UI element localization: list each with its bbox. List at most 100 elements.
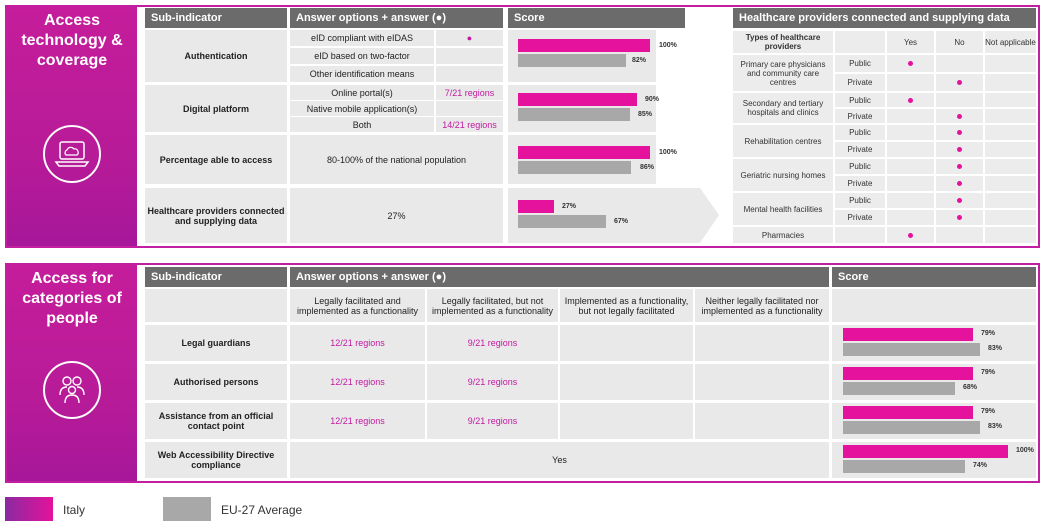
platform-option-2: Native mobile application(s) bbox=[290, 101, 434, 116]
provider-type-secondary: Secondary and tertiary hospitals and cli… bbox=[733, 93, 833, 123]
row-providers-label: Healthcare providers connected and suppl… bbox=[145, 188, 287, 243]
providers-col-no: No bbox=[936, 31, 983, 53]
provider-type-primary: Primary care physicians and community ca… bbox=[733, 55, 833, 91]
provider-answer-cell-na bbox=[985, 159, 1036, 174]
answer-dot bbox=[957, 130, 962, 135]
providers-italy-value: 27% bbox=[562, 203, 577, 210]
auth-option-2: eID based on two-factor bbox=[290, 48, 434, 64]
provider-answer-cell-na bbox=[985, 125, 1036, 140]
bottom-bar-eu bbox=[843, 460, 965, 473]
provider-type-pharmacies: Pharmacies bbox=[733, 227, 833, 243]
providers-col-blank bbox=[835, 31, 885, 53]
providers-score-arrow bbox=[508, 188, 719, 243]
provider-answer-cell-no bbox=[936, 109, 983, 123]
bottom-col-4: Neither legally facilitated nor implemen… bbox=[695, 289, 829, 322]
bottom-row-col4 bbox=[695, 403, 829, 439]
access-technology-side: Access technology & coverage bbox=[7, 7, 137, 246]
access-technology-title: Access technology & coverage bbox=[21, 12, 123, 69]
provider-answer-cell-no bbox=[936, 159, 983, 174]
access-categories-title: Access for categories of people bbox=[22, 270, 122, 327]
provider-answer-cell-yes bbox=[887, 227, 934, 243]
bottom-bar-eu bbox=[843, 421, 980, 434]
people-group-icon bbox=[43, 361, 101, 419]
auth-italy-value: 100% bbox=[659, 42, 677, 49]
provider-answer-cell-no bbox=[936, 125, 983, 140]
platform-italy-value: 90% bbox=[645, 96, 660, 103]
provider-type-geriatric: Geriatric nursing homes bbox=[733, 159, 833, 191]
bottom-header-answer: Answer options + answer (●) bbox=[290, 267, 829, 287]
bottom-italy-value: 79% bbox=[981, 369, 996, 376]
bottom-bar-italy bbox=[843, 367, 973, 380]
provider-answer-cell-yes bbox=[887, 93, 934, 107]
bottom-header-sub-indicator: Sub-indicator bbox=[145, 267, 287, 287]
providers-answer: 27% bbox=[290, 188, 503, 243]
provider-type-mental: Mental health facilities bbox=[733, 193, 833, 225]
sector-public: Public bbox=[835, 159, 885, 174]
bottom-row-label: Authorised persons bbox=[145, 364, 287, 400]
auth-option-1: eID compliant with eIDAS bbox=[290, 30, 434, 46]
sector-private: Private bbox=[835, 176, 885, 191]
percentage-eu-value: 86% bbox=[640, 164, 655, 171]
auth-bar-eu bbox=[518, 54, 626, 67]
provider-answer-cell-yes bbox=[887, 159, 934, 174]
provider-answer-cell-na bbox=[985, 55, 1036, 72]
provider-answer-cell-na bbox=[985, 210, 1036, 225]
answer-dot bbox=[957, 215, 962, 220]
platform-option-3: Both bbox=[290, 117, 434, 132]
bottom-row-answer: Yes bbox=[290, 442, 829, 478]
bottom-col-score-blank bbox=[832, 289, 1036, 322]
provider-answer-cell-na bbox=[985, 142, 1036, 157]
bottom-italy-value: 100% bbox=[1016, 447, 1034, 454]
answer-dot bbox=[957, 147, 962, 152]
provider-answer-cell-na bbox=[985, 193, 1036, 208]
cloud-laptop-icon bbox=[43, 125, 101, 183]
provider-answer-cell-yes bbox=[887, 210, 934, 225]
answer-dot bbox=[957, 164, 962, 169]
auth-option-1-answer: ● bbox=[436, 30, 503, 46]
provider-answer-cell-no bbox=[936, 210, 983, 225]
bottom-row-col4 bbox=[695, 364, 829, 400]
bottom-col-blank bbox=[145, 289, 287, 322]
provider-answer-cell-na bbox=[985, 109, 1036, 123]
provider-answer-cell-yes bbox=[887, 74, 934, 91]
bottom-italy-value: 79% bbox=[981, 408, 996, 415]
provider-answer-cell-no bbox=[936, 142, 983, 157]
providers-bar-eu bbox=[518, 215, 606, 228]
answer-dot: ● bbox=[466, 33, 473, 43]
percentage-bar-italy bbox=[518, 146, 650, 159]
provider-answer-cell-no bbox=[936, 55, 983, 72]
sector-public: Public bbox=[835, 125, 885, 140]
sector-private: Private bbox=[835, 74, 885, 91]
platform-option-1-answer: 7/21 regions bbox=[436, 85, 503, 100]
providers-col-yes: Yes bbox=[887, 31, 934, 53]
answer-dot bbox=[957, 113, 962, 119]
provider-answer-cell-yes bbox=[887, 142, 934, 157]
providers-eu-value: 67% bbox=[614, 218, 629, 225]
bottom-row-col1: 12/21 regions bbox=[290, 403, 425, 439]
provider-answer-cell-na bbox=[985, 176, 1036, 191]
auth-bar-italy bbox=[518, 39, 650, 52]
answer-dot bbox=[957, 80, 962, 85]
bottom-row-col2: 9/21 regions bbox=[427, 364, 558, 400]
answer-dot bbox=[957, 181, 962, 186]
bottom-row-col3 bbox=[560, 364, 693, 400]
auth-option-2-answer bbox=[436, 48, 503, 64]
answer-dot bbox=[908, 97, 913, 103]
bottom-row-col3 bbox=[560, 403, 693, 439]
provider-answer-cell-na bbox=[985, 74, 1036, 91]
legend-eu-swatch bbox=[163, 497, 211, 521]
platform-option-2-answer bbox=[436, 101, 503, 116]
sector-public: Public bbox=[835, 55, 885, 72]
provider-answer-cell-yes bbox=[887, 176, 934, 191]
header-answer: Answer options + answer (●) bbox=[290, 8, 503, 28]
bottom-row-col2: 9/21 regions bbox=[427, 325, 558, 361]
auth-option-3: Other identification means bbox=[290, 66, 434, 82]
bottom-row-col3 bbox=[560, 325, 693, 361]
bottom-row-col1: 12/21 regions bbox=[290, 364, 425, 400]
bottom-col-1: Legally facilitated and implemented as a… bbox=[290, 289, 425, 322]
providers-col-na: Not applicable bbox=[985, 31, 1036, 53]
provider-answer-cell-yes bbox=[887, 125, 934, 140]
bottom-bar-italy bbox=[843, 406, 973, 419]
providers-col-type: Types of healthcare providers bbox=[733, 31, 833, 53]
header-score: Score bbox=[508, 8, 685, 28]
